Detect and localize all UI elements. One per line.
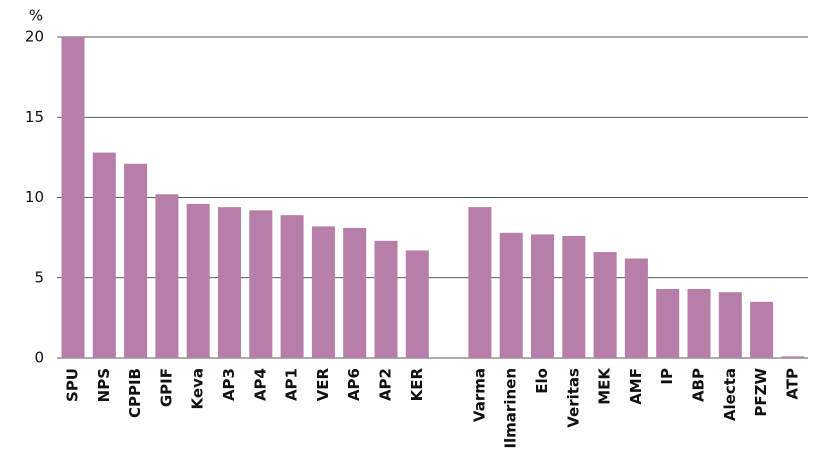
x-tick-label: AMF (627, 368, 645, 405)
x-tick-label: IP (658, 368, 676, 385)
x-tick-label: Ilmarinen (502, 368, 520, 449)
x-tick-label: MEK (596, 367, 614, 405)
x-tick-label: AP1 (283, 368, 301, 401)
x-tick-label: Veritas (564, 368, 582, 428)
x-tick-label: CPPIB (126, 368, 144, 418)
x-tick-label: NPS (95, 368, 113, 402)
x-tick-label: AP6 (345, 368, 363, 401)
x-tick-label: AP4 (251, 368, 269, 401)
bar (343, 227, 367, 358)
x-tick-label: Elo (533, 368, 551, 394)
y-tick-label: 10 (25, 188, 44, 206)
bar (468, 207, 492, 358)
bar (687, 288, 711, 358)
bar (311, 226, 335, 358)
bar (656, 288, 680, 358)
x-tick-label: AP3 (220, 368, 238, 401)
y-tick-label: 5 (34, 268, 44, 286)
x-tick-label: Alecta (721, 368, 739, 421)
y-tick-label: 15 (25, 108, 44, 126)
bar (531, 234, 554, 358)
x-tick-label: PFZW (752, 368, 770, 417)
y-tick-label: 20 (25, 28, 44, 46)
bar (750, 301, 774, 358)
x-tick-label: KER (408, 368, 426, 402)
y-axis-label: % (29, 7, 43, 25)
x-tick-label: VER (314, 368, 332, 402)
x-tick-label: ABP (690, 368, 708, 402)
bar (374, 240, 398, 358)
x-tick-label: SPU (64, 368, 82, 402)
bar (218, 207, 241, 358)
bar (781, 356, 805, 358)
bar (186, 203, 210, 358)
x-tick-label: Keva (189, 368, 207, 409)
x-tick-label: Varma (470, 368, 488, 422)
y-tick-label: 0 (34, 349, 44, 367)
x-tick-label: AP2 (377, 368, 395, 401)
bar (718, 292, 742, 358)
bar (593, 252, 617, 358)
bar (92, 152, 116, 358)
bar (624, 258, 648, 358)
bar (249, 210, 273, 358)
bar (124, 163, 148, 358)
bar (280, 215, 304, 358)
bar (499, 232, 523, 358)
x-tick-label: GPIF (157, 368, 175, 407)
x-tick-label: ATP (783, 368, 801, 400)
bar (155, 194, 179, 358)
bar (562, 236, 586, 358)
bar (405, 250, 429, 358)
bar (61, 37, 85, 358)
